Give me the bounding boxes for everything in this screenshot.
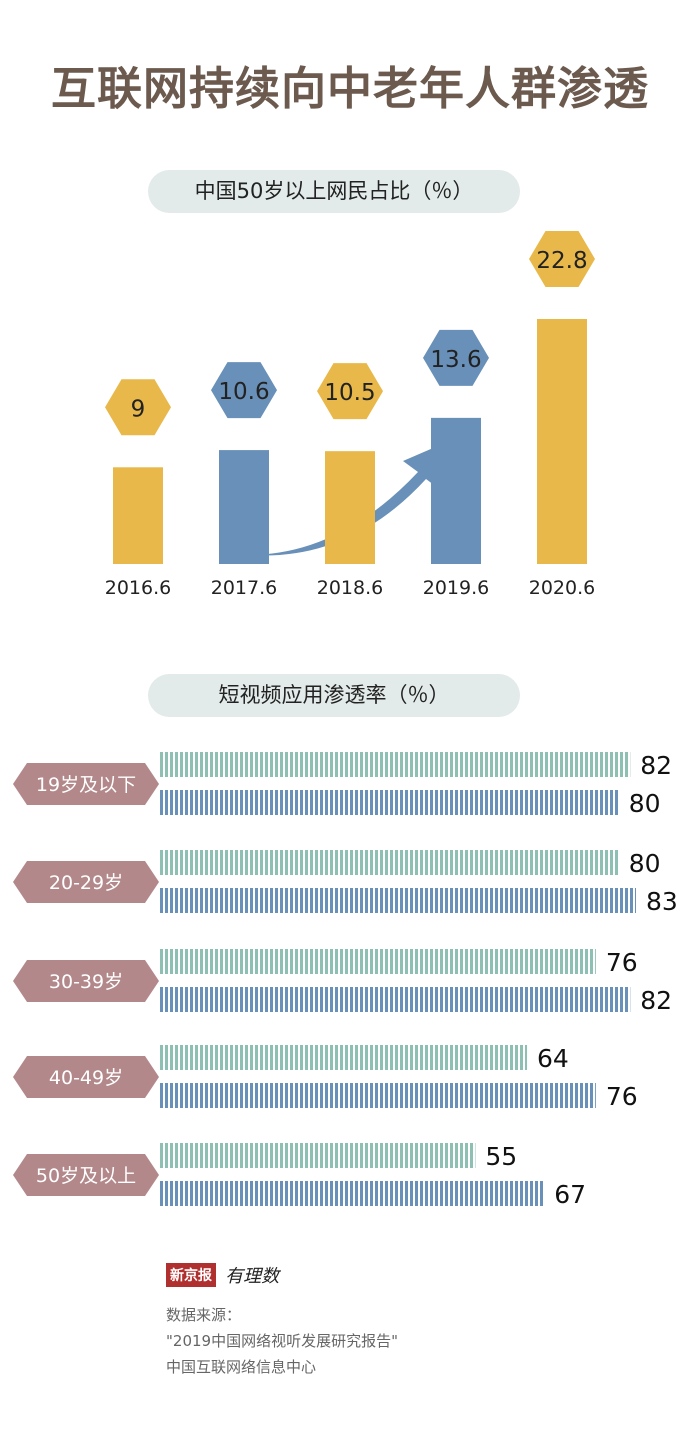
page-title: 互联网持续向中老年人群渗透	[50, 62, 649, 115]
value-label-50岁及以上-series-1: 67	[554, 1180, 586, 1209]
age-label-bg	[13, 1056, 159, 1098]
x-tick-2018.6: 2018.6	[317, 577, 383, 599]
logo-main: 新京报	[166, 1263, 216, 1287]
hexagon-label-2020.6	[529, 231, 595, 287]
logo-sub: 有理数	[225, 1266, 280, 1287]
bar-19岁及以下-series-0	[160, 752, 631, 777]
chart1-title: 中国50岁以上网民占比（％）	[148, 170, 520, 213]
bar-40-49岁-series-0	[160, 1045, 528, 1070]
age-label-bg	[13, 861, 159, 903]
bar-30-39岁-series-0	[160, 949, 596, 974]
value-label-19岁及以下-series-0: 82	[640, 751, 672, 780]
bar-50岁及以上-series-0	[160, 1143, 476, 1168]
bar-2019.6	[431, 417, 481, 564]
age-label-4: 50岁及以上	[36, 1165, 136, 1187]
brand-logo: 新京报 有理数	[166, 1262, 279, 1288]
value-label-20-29岁-series-0: 80	[629, 849, 661, 878]
value-label-2016.6: 9	[131, 396, 146, 422]
value-label-50岁及以上-series-0: 55	[485, 1142, 517, 1171]
bar-50岁及以上-series-1	[160, 1181, 545, 1206]
value-label-19岁及以下-series-1: 80	[629, 789, 661, 818]
bar-2018.6	[325, 451, 375, 564]
source-note: 数据来源： "2019中国网络视听发展研究报告" 中国互联网络信息中心	[166, 1302, 398, 1380]
source-line-1: "2019中国网络视听发展研究报告"	[166, 1332, 398, 1350]
chart1-svg: 9 2016.6 10.6 2017.6 10.5 2018.6 13.6 2019.6 22.…	[105, 231, 595, 599]
hexagon-label-2019.6	[423, 329, 489, 386]
bar-2016.6	[113, 467, 163, 564]
age-label-0: 19岁及以下	[36, 774, 136, 796]
age-label-bg	[13, 1154, 159, 1196]
x-tick-2019.6: 2019.6	[423, 577, 489, 599]
value-label-30-39岁-series-1: 82	[640, 986, 672, 1015]
value-label-40-49岁-series-1: 76	[606, 1082, 638, 1111]
chart2-svg: 19岁及以下828020-29岁808330-39岁768240-49岁6476…	[13, 751, 678, 1209]
bar-30-39岁-series-1	[160, 987, 631, 1012]
hexagon-label-2016.6	[105, 379, 171, 436]
value-label-30-39岁-series-0: 76	[606, 948, 638, 977]
value-label-2018.6: 10.5	[324, 380, 375, 406]
age-label-2: 30-39岁	[49, 971, 123, 993]
bar-40-49岁-series-1	[160, 1083, 596, 1108]
value-label-40-49岁-series-0: 64	[537, 1044, 569, 1073]
source-line-2: 中国互联网络信息中心	[166, 1358, 317, 1376]
age-label-bg	[13, 960, 159, 1002]
x-tick-2020.6: 2020.6	[529, 577, 595, 599]
value-label-20-29岁-series-1: 83	[646, 887, 678, 916]
hexagon-label-2018.6	[317, 363, 383, 420]
source-label: 数据来源：	[166, 1306, 242, 1324]
age-label-bg	[13, 763, 159, 805]
hexagon-label-2017.6	[211, 362, 277, 419]
bar-20-29岁-series-0	[160, 850, 619, 875]
value-label-2019.6: 13.6	[430, 347, 481, 373]
age-label-1: 20-29岁	[49, 872, 123, 894]
bar-20-29岁-series-1	[160, 888, 636, 913]
age-label-3: 40-49岁	[49, 1067, 123, 1089]
value-label-2017.6: 10.6	[218, 379, 269, 405]
value-label-2020.6: 22.8	[536, 248, 587, 274]
x-tick-2017.6: 2017.6	[211, 577, 277, 599]
bar-2020.6	[537, 319, 587, 564]
bar-19岁及以下-series-1	[160, 790, 619, 815]
chart2-title: 短视频应用渗透率（％）	[148, 674, 520, 717]
x-tick-2016.6: 2016.6	[105, 577, 171, 599]
bar-2017.6	[219, 450, 269, 564]
